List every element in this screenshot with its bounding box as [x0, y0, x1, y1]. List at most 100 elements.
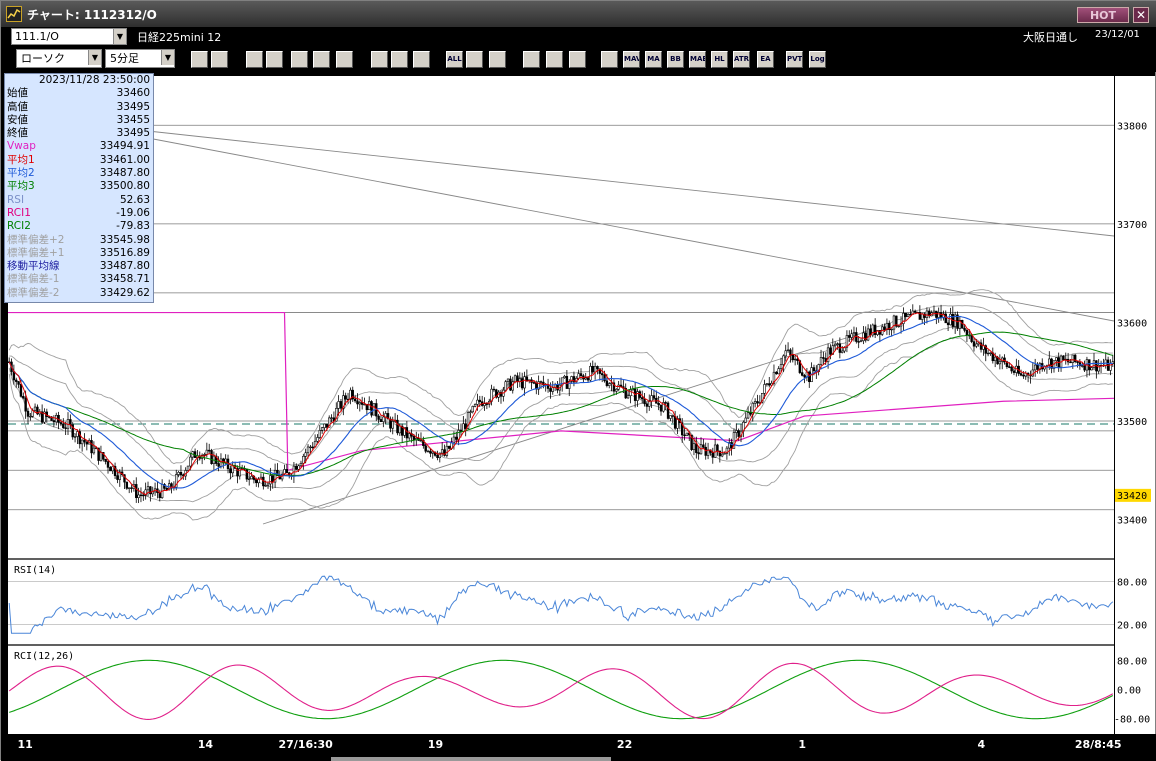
mae-icon[interactable]: MAE	[689, 51, 706, 68]
chevron-down-icon[interactable]: ▼	[88, 50, 101, 65]
candle-body	[455, 436, 458, 440]
compare-icon[interactable]	[313, 51, 330, 68]
candle-body	[932, 310, 936, 314]
candle-body	[189, 456, 192, 467]
candle-body	[793, 358, 797, 361]
hot-button[interactable]: HOT	[1077, 7, 1129, 23]
color-icon[interactable]	[601, 51, 618, 68]
trendline-icon[interactable]	[466, 51, 483, 68]
candle-body	[1069, 361, 1072, 364]
undo-icon[interactable]	[523, 51, 540, 68]
info-value: 33429.62	[99, 286, 150, 299]
delete-icon[interactable]	[413, 51, 430, 68]
chevron-down-icon[interactable]: ▼	[113, 29, 126, 44]
chevron-down-icon[interactable]: ▼	[161, 50, 174, 65]
candle-body	[405, 427, 409, 439]
close-button[interactable]: ✕	[1133, 7, 1149, 23]
atr-icon[interactable]: ATR	[733, 51, 750, 68]
candle-body	[753, 401, 757, 404]
time-tick: 28/8:45	[1074, 738, 1122, 751]
paint-icon[interactable]	[569, 51, 586, 68]
candle-body	[316, 437, 319, 442]
info-datetime: 2023/11/28 23:50:00	[38, 74, 150, 86]
date-label: 23/12/01	[1095, 29, 1140, 40]
print-icon[interactable]	[371, 51, 388, 68]
candle-body	[419, 439, 423, 442]
cursor-icon[interactable]	[211, 51, 228, 68]
candle-body	[640, 397, 644, 400]
info-value: 33494.91	[99, 140, 150, 153]
candle-body	[104, 458, 107, 462]
candle-body	[852, 332, 856, 335]
candle-body	[963, 327, 966, 331]
interval-select[interactable]: 5分足 ▼	[105, 49, 175, 68]
candle-body	[859, 340, 863, 342]
arrow-icon[interactable]	[489, 51, 506, 68]
info-value: 33455	[116, 113, 150, 126]
candle-body	[1083, 365, 1086, 371]
candle-body	[398, 425, 402, 434]
candle-body	[339, 401, 343, 409]
search-icon[interactable]	[266, 51, 283, 68]
price-tick: 33500	[1117, 417, 1147, 428]
candle-body	[608, 383, 611, 386]
bb-lower1-line	[8, 326, 1113, 503]
candle-body	[436, 455, 439, 458]
candle-body	[19, 384, 23, 397]
candle-body	[871, 324, 874, 336]
candle-body	[1097, 365, 1100, 372]
candle-body	[801, 372, 804, 376]
info-value: 33458.71	[99, 273, 150, 286]
candle-body	[130, 487, 133, 489]
pvt-icon[interactable]: PVT	[786, 51, 803, 68]
candle-body	[113, 466, 117, 476]
symbol-code-value: 111.1/O	[15, 30, 59, 43]
candle-body	[652, 395, 656, 399]
grid-icon[interactable]	[336, 51, 353, 68]
title-bar[interactable]: チャート: 1112312/O HOT ✕	[1, 1, 1156, 27]
candle-body	[445, 445, 449, 456]
candle-body	[624, 387, 627, 399]
candle-body	[24, 397, 27, 412]
all-icon[interactable]: ALL	[446, 51, 463, 68]
candle-body	[1008, 366, 1011, 368]
horizontal-scrollbar[interactable]	[331, 757, 611, 761]
price-tick: 33700	[1117, 220, 1147, 231]
candle-body	[596, 366, 599, 370]
symbol-code-select[interactable]: 111.1/O ▼	[11, 28, 127, 45]
vwap-line	[8, 311, 1114, 472]
mavg-icon[interactable]: MAVG	[623, 51, 640, 68]
settings-icon[interactable]	[546, 51, 563, 68]
chart-type-select[interactable]: ローソク ▼	[16, 49, 102, 68]
rci-tick: 0.00	[1117, 686, 1141, 697]
candle-body	[935, 310, 938, 318]
candle-body	[671, 415, 674, 417]
zoom-icon[interactable]	[191, 51, 208, 68]
candle-body	[520, 378, 524, 389]
candle-body	[768, 383, 771, 386]
candle-body	[302, 455, 305, 464]
ea-icon[interactable]: EA	[757, 51, 774, 68]
bb-icon[interactable]: BB	[667, 51, 684, 68]
candle-body	[906, 314, 910, 317]
axis-background	[1114, 76, 1155, 734]
candle-body	[62, 423, 65, 429]
info-label: 標準偏差-2	[7, 286, 60, 299]
crosshair-icon[interactable]	[246, 51, 263, 68]
chart-area[interactable]: RSI(14) RCI(12,26)	[8, 76, 1114, 734]
candle-body	[591, 365, 594, 373]
candle-icon[interactable]	[291, 51, 308, 68]
candle-body	[532, 382, 536, 384]
candle-body	[822, 357, 825, 359]
candle-body	[431, 451, 434, 454]
ma-icon[interactable]: MA	[645, 51, 662, 68]
candle-body	[565, 375, 569, 389]
candle-body	[812, 367, 816, 372]
candle-body	[888, 322, 891, 330]
chart-app-icon	[6, 6, 22, 22]
log-icon[interactable]: Log	[809, 51, 826, 68]
hl-icon[interactable]: HL	[711, 51, 728, 68]
candle-body	[452, 436, 456, 444]
add-icon[interactable]	[391, 51, 408, 68]
candle-body	[203, 454, 206, 456]
